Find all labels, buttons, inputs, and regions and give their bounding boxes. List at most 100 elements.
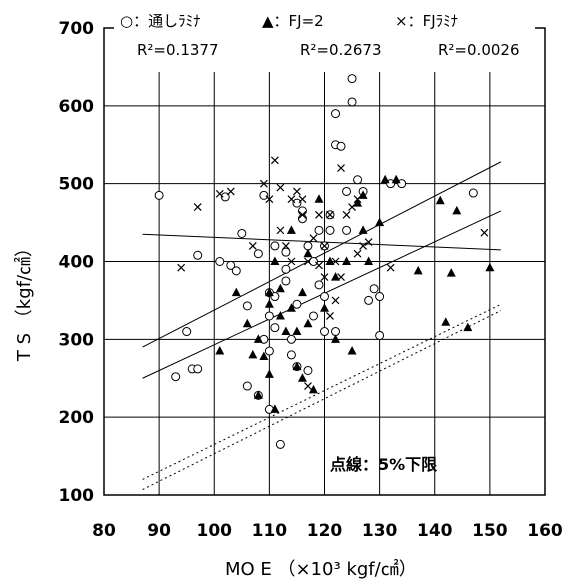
point-triangle bbox=[331, 334, 341, 343]
point-circle bbox=[275, 439, 285, 449]
point-triangle bbox=[391, 174, 401, 184]
point-triangle bbox=[452, 205, 462, 215]
point-circle bbox=[286, 350, 296, 360]
data-points bbox=[154, 74, 495, 449]
y-tick-label: 500 bbox=[59, 175, 95, 195]
point-circle bbox=[231, 266, 241, 276]
point-cross bbox=[215, 189, 224, 198]
point-circle bbox=[364, 295, 374, 305]
point-triangle bbox=[314, 194, 324, 203]
point-circle bbox=[182, 327, 192, 337]
point-cross bbox=[298, 195, 307, 204]
point-triangle bbox=[264, 369, 274, 378]
point-cross bbox=[326, 210, 334, 219]
point-cross bbox=[265, 195, 274, 204]
point-triangle bbox=[347, 346, 357, 355]
point-triangle bbox=[413, 265, 423, 275]
point-cross bbox=[480, 228, 489, 237]
point-triangle bbox=[485, 262, 495, 272]
x-tick-label: 100 bbox=[197, 521, 233, 541]
point-triangle bbox=[264, 287, 274, 297]
point-circle bbox=[353, 175, 363, 185]
point-triangle bbox=[275, 283, 285, 293]
point-cross bbox=[326, 312, 334, 320]
point-cross bbox=[331, 296, 340, 305]
point-circle bbox=[331, 109, 341, 119]
point-triangle bbox=[286, 303, 296, 312]
point-circle bbox=[292, 198, 302, 208]
annotation-lower-limit: 点線：5%下限 bbox=[330, 455, 438, 474]
point-circle bbox=[270, 323, 280, 333]
point-circle bbox=[264, 311, 274, 321]
y-tick-label: 400 bbox=[59, 253, 95, 273]
point-triangle bbox=[441, 317, 451, 326]
point-triangle bbox=[446, 268, 456, 277]
point-triangle bbox=[303, 318, 313, 328]
point-triangle bbox=[331, 272, 341, 281]
point-triangle bbox=[297, 373, 307, 382]
regression-line bbox=[142, 161, 502, 348]
point-cross bbox=[331, 257, 340, 266]
point-triangle bbox=[308, 384, 318, 394]
point-triangle bbox=[248, 349, 258, 359]
point-triangle bbox=[342, 256, 352, 265]
point-cross bbox=[177, 263, 186, 272]
point-cross bbox=[337, 273, 345, 281]
point-cross bbox=[287, 257, 296, 266]
point-cross bbox=[226, 187, 235, 196]
point-circle bbox=[375, 292, 385, 302]
point-cross bbox=[293, 187, 301, 196]
point-circle bbox=[171, 372, 181, 382]
point-circle bbox=[308, 257, 318, 266]
point-cross bbox=[276, 226, 285, 235]
point-circle bbox=[468, 188, 478, 198]
point-circle bbox=[375, 330, 385, 340]
point-circle bbox=[325, 225, 335, 235]
point-cross bbox=[315, 261, 323, 270]
y-axis-title: T S （kgf/㎠） bbox=[13, 239, 35, 362]
point-triangle bbox=[253, 334, 263, 343]
point-triangle bbox=[303, 248, 313, 258]
point-cross bbox=[359, 242, 368, 250]
point-cross bbox=[320, 273, 329, 281]
point-cross bbox=[304, 257, 312, 266]
point-circle bbox=[193, 364, 203, 374]
point-triangle bbox=[380, 174, 390, 184]
y-tick-label: 600 bbox=[59, 97, 95, 117]
lower-limit-lines bbox=[142, 303, 502, 490]
point-circle bbox=[226, 260, 236, 270]
point-circle bbox=[242, 381, 252, 391]
point-circle bbox=[286, 334, 296, 344]
point-cross bbox=[353, 249, 362, 258]
point-triangle bbox=[286, 225, 296, 234]
point-triangle bbox=[215, 346, 225, 355]
point-triangle bbox=[281, 326, 291, 336]
axes: 80 90 100 110 120 130 140 150 160 100 200 300 400 500… bbox=[59, 19, 563, 541]
point-cross bbox=[309, 234, 318, 243]
point-circle bbox=[320, 327, 329, 337]
point-circle bbox=[193, 250, 203, 260]
point-triangle bbox=[270, 256, 280, 265]
point-circle bbox=[303, 365, 313, 375]
y-tick-label: 100 bbox=[59, 486, 95, 506]
point-circle bbox=[259, 190, 269, 200]
point-cross bbox=[348, 203, 356, 211]
point-cross bbox=[298, 210, 307, 219]
point-cross bbox=[193, 203, 202, 211]
point-cross bbox=[304, 382, 312, 390]
point-triangle bbox=[259, 351, 269, 360]
point-circle bbox=[320, 292, 329, 302]
point-cross bbox=[281, 242, 290, 250]
point-circle bbox=[297, 214, 307, 224]
point-circle bbox=[242, 301, 252, 311]
point-triangle bbox=[253, 390, 263, 399]
point-triangle bbox=[264, 299, 274, 308]
point-triangle bbox=[275, 310, 285, 320]
point-cross bbox=[270, 156, 279, 165]
x-tick-label: 140 bbox=[417, 521, 453, 541]
y-tick-label: 700 bbox=[59, 19, 95, 39]
point-cross bbox=[364, 238, 373, 246]
point-triangle bbox=[463, 322, 473, 332]
regression-lines bbox=[142, 161, 502, 379]
point-circle bbox=[292, 299, 302, 309]
